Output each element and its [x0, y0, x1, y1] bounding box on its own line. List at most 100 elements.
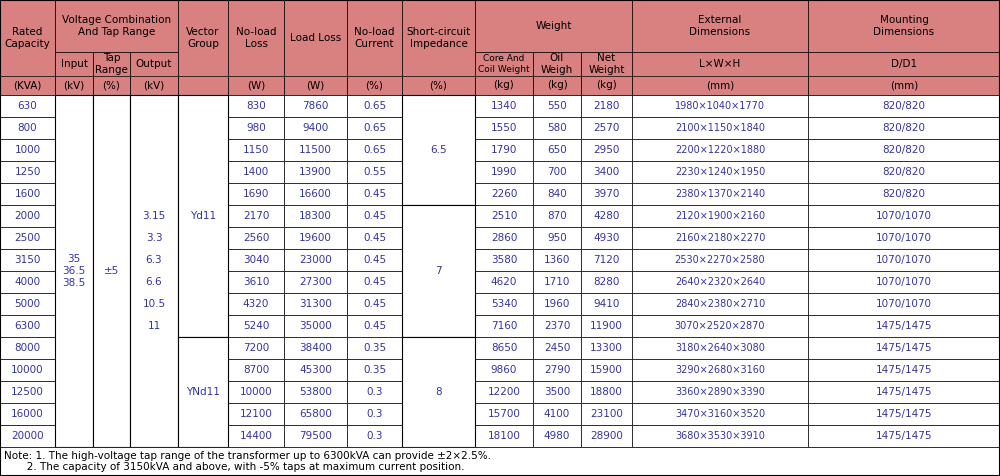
- Bar: [632, 76, 808, 95]
- Bar: [178, 337, 228, 359]
- Text: 14400: 14400: [240, 431, 272, 441]
- Bar: [228, 161, 284, 183]
- Text: (W): (W): [306, 80, 325, 90]
- Bar: [347, 227, 402, 249]
- Text: 13900: 13900: [299, 167, 332, 177]
- Bar: [632, 52, 808, 95]
- Bar: [581, 381, 632, 403]
- Bar: [581, 52, 632, 95]
- Bar: [178, 293, 228, 315]
- Text: 15700: 15700: [488, 409, 520, 419]
- Text: 1960: 1960: [544, 299, 570, 309]
- Text: 1400: 1400: [243, 167, 269, 177]
- Bar: [130, 271, 178, 293]
- Text: 2170: 2170: [243, 211, 269, 221]
- Bar: [284, 0, 347, 95]
- Bar: [402, 315, 475, 337]
- Text: No-load
Current: No-load Current: [354, 27, 395, 49]
- Bar: [347, 95, 402, 117]
- Bar: [581, 227, 632, 249]
- Text: (mm): (mm): [890, 80, 918, 90]
- Bar: [475, 381, 533, 403]
- Bar: [0, 447, 1000, 476]
- Text: 820/820: 820/820: [883, 101, 926, 111]
- Text: 1475/1475: 1475/1475: [876, 321, 932, 331]
- Bar: [55, 337, 93, 359]
- Text: 820/820: 820/820: [883, 189, 926, 199]
- Text: 3970: 3970: [593, 189, 620, 199]
- Text: (mm): (mm): [706, 80, 734, 90]
- Bar: [581, 293, 632, 315]
- Bar: [228, 337, 284, 359]
- Text: 1070/1070: 1070/1070: [876, 255, 932, 265]
- Bar: [178, 76, 228, 95]
- Text: 4100: 4100: [544, 409, 570, 419]
- Bar: [0, 337, 55, 359]
- Bar: [130, 227, 178, 249]
- Bar: [402, 271, 475, 293]
- Bar: [0, 425, 55, 447]
- Bar: [475, 161, 533, 183]
- Text: 7: 7: [435, 266, 442, 276]
- Bar: [130, 95, 178, 447]
- Text: 1475/1475: 1475/1475: [876, 409, 932, 419]
- Text: Core And
Coil Weight: Core And Coil Weight: [478, 54, 530, 74]
- Bar: [0, 403, 55, 425]
- Bar: [130, 161, 178, 183]
- Text: 45300: 45300: [299, 365, 332, 375]
- Text: 1250: 1250: [14, 167, 41, 177]
- Bar: [93, 117, 130, 139]
- Bar: [178, 271, 228, 293]
- Bar: [0, 76, 55, 95]
- Bar: [228, 271, 284, 293]
- Bar: [55, 249, 93, 271]
- Text: (kV): (kV): [143, 80, 165, 90]
- Text: 0.3: 0.3: [366, 387, 383, 397]
- Text: Output: Output: [136, 59, 172, 69]
- Text: 1360: 1360: [544, 255, 570, 265]
- Bar: [178, 0, 228, 95]
- Text: 0.45: 0.45: [363, 211, 386, 221]
- Bar: [178, 139, 228, 161]
- Bar: [284, 139, 347, 161]
- Text: 0.45: 0.45: [363, 277, 386, 287]
- Text: 800: 800: [18, 123, 37, 133]
- Bar: [533, 139, 581, 161]
- Bar: [347, 381, 402, 403]
- Bar: [475, 205, 533, 227]
- Bar: [808, 139, 1000, 161]
- Bar: [808, 52, 1000, 95]
- Bar: [55, 161, 93, 183]
- Text: 5340: 5340: [491, 299, 517, 309]
- Text: 2530×2270×2580: 2530×2270×2580: [675, 255, 765, 265]
- Text: 1000: 1000: [14, 145, 41, 155]
- Bar: [808, 425, 1000, 447]
- Bar: [284, 337, 347, 359]
- Bar: [402, 425, 475, 447]
- Bar: [533, 293, 581, 315]
- Bar: [0, 139, 55, 161]
- Bar: [55, 271, 93, 293]
- Text: 870: 870: [547, 211, 567, 221]
- Text: 16600: 16600: [299, 189, 332, 199]
- Bar: [402, 381, 475, 403]
- Text: 12200: 12200: [488, 387, 520, 397]
- Bar: [347, 139, 402, 161]
- Bar: [93, 52, 130, 95]
- Text: 9410: 9410: [593, 299, 620, 309]
- Bar: [55, 0, 178, 52]
- Bar: [533, 161, 581, 183]
- Text: ±5: ±5: [104, 266, 119, 276]
- Bar: [178, 227, 228, 249]
- Text: 16000: 16000: [11, 409, 44, 419]
- Bar: [347, 205, 402, 227]
- Bar: [55, 95, 93, 447]
- Bar: [475, 425, 533, 447]
- Text: 700: 700: [547, 167, 567, 177]
- Bar: [808, 227, 1000, 249]
- Text: 23000: 23000: [299, 255, 332, 265]
- Bar: [130, 183, 178, 205]
- Bar: [402, 205, 475, 227]
- Text: 7120: 7120: [593, 255, 620, 265]
- Text: 5240: 5240: [243, 321, 269, 331]
